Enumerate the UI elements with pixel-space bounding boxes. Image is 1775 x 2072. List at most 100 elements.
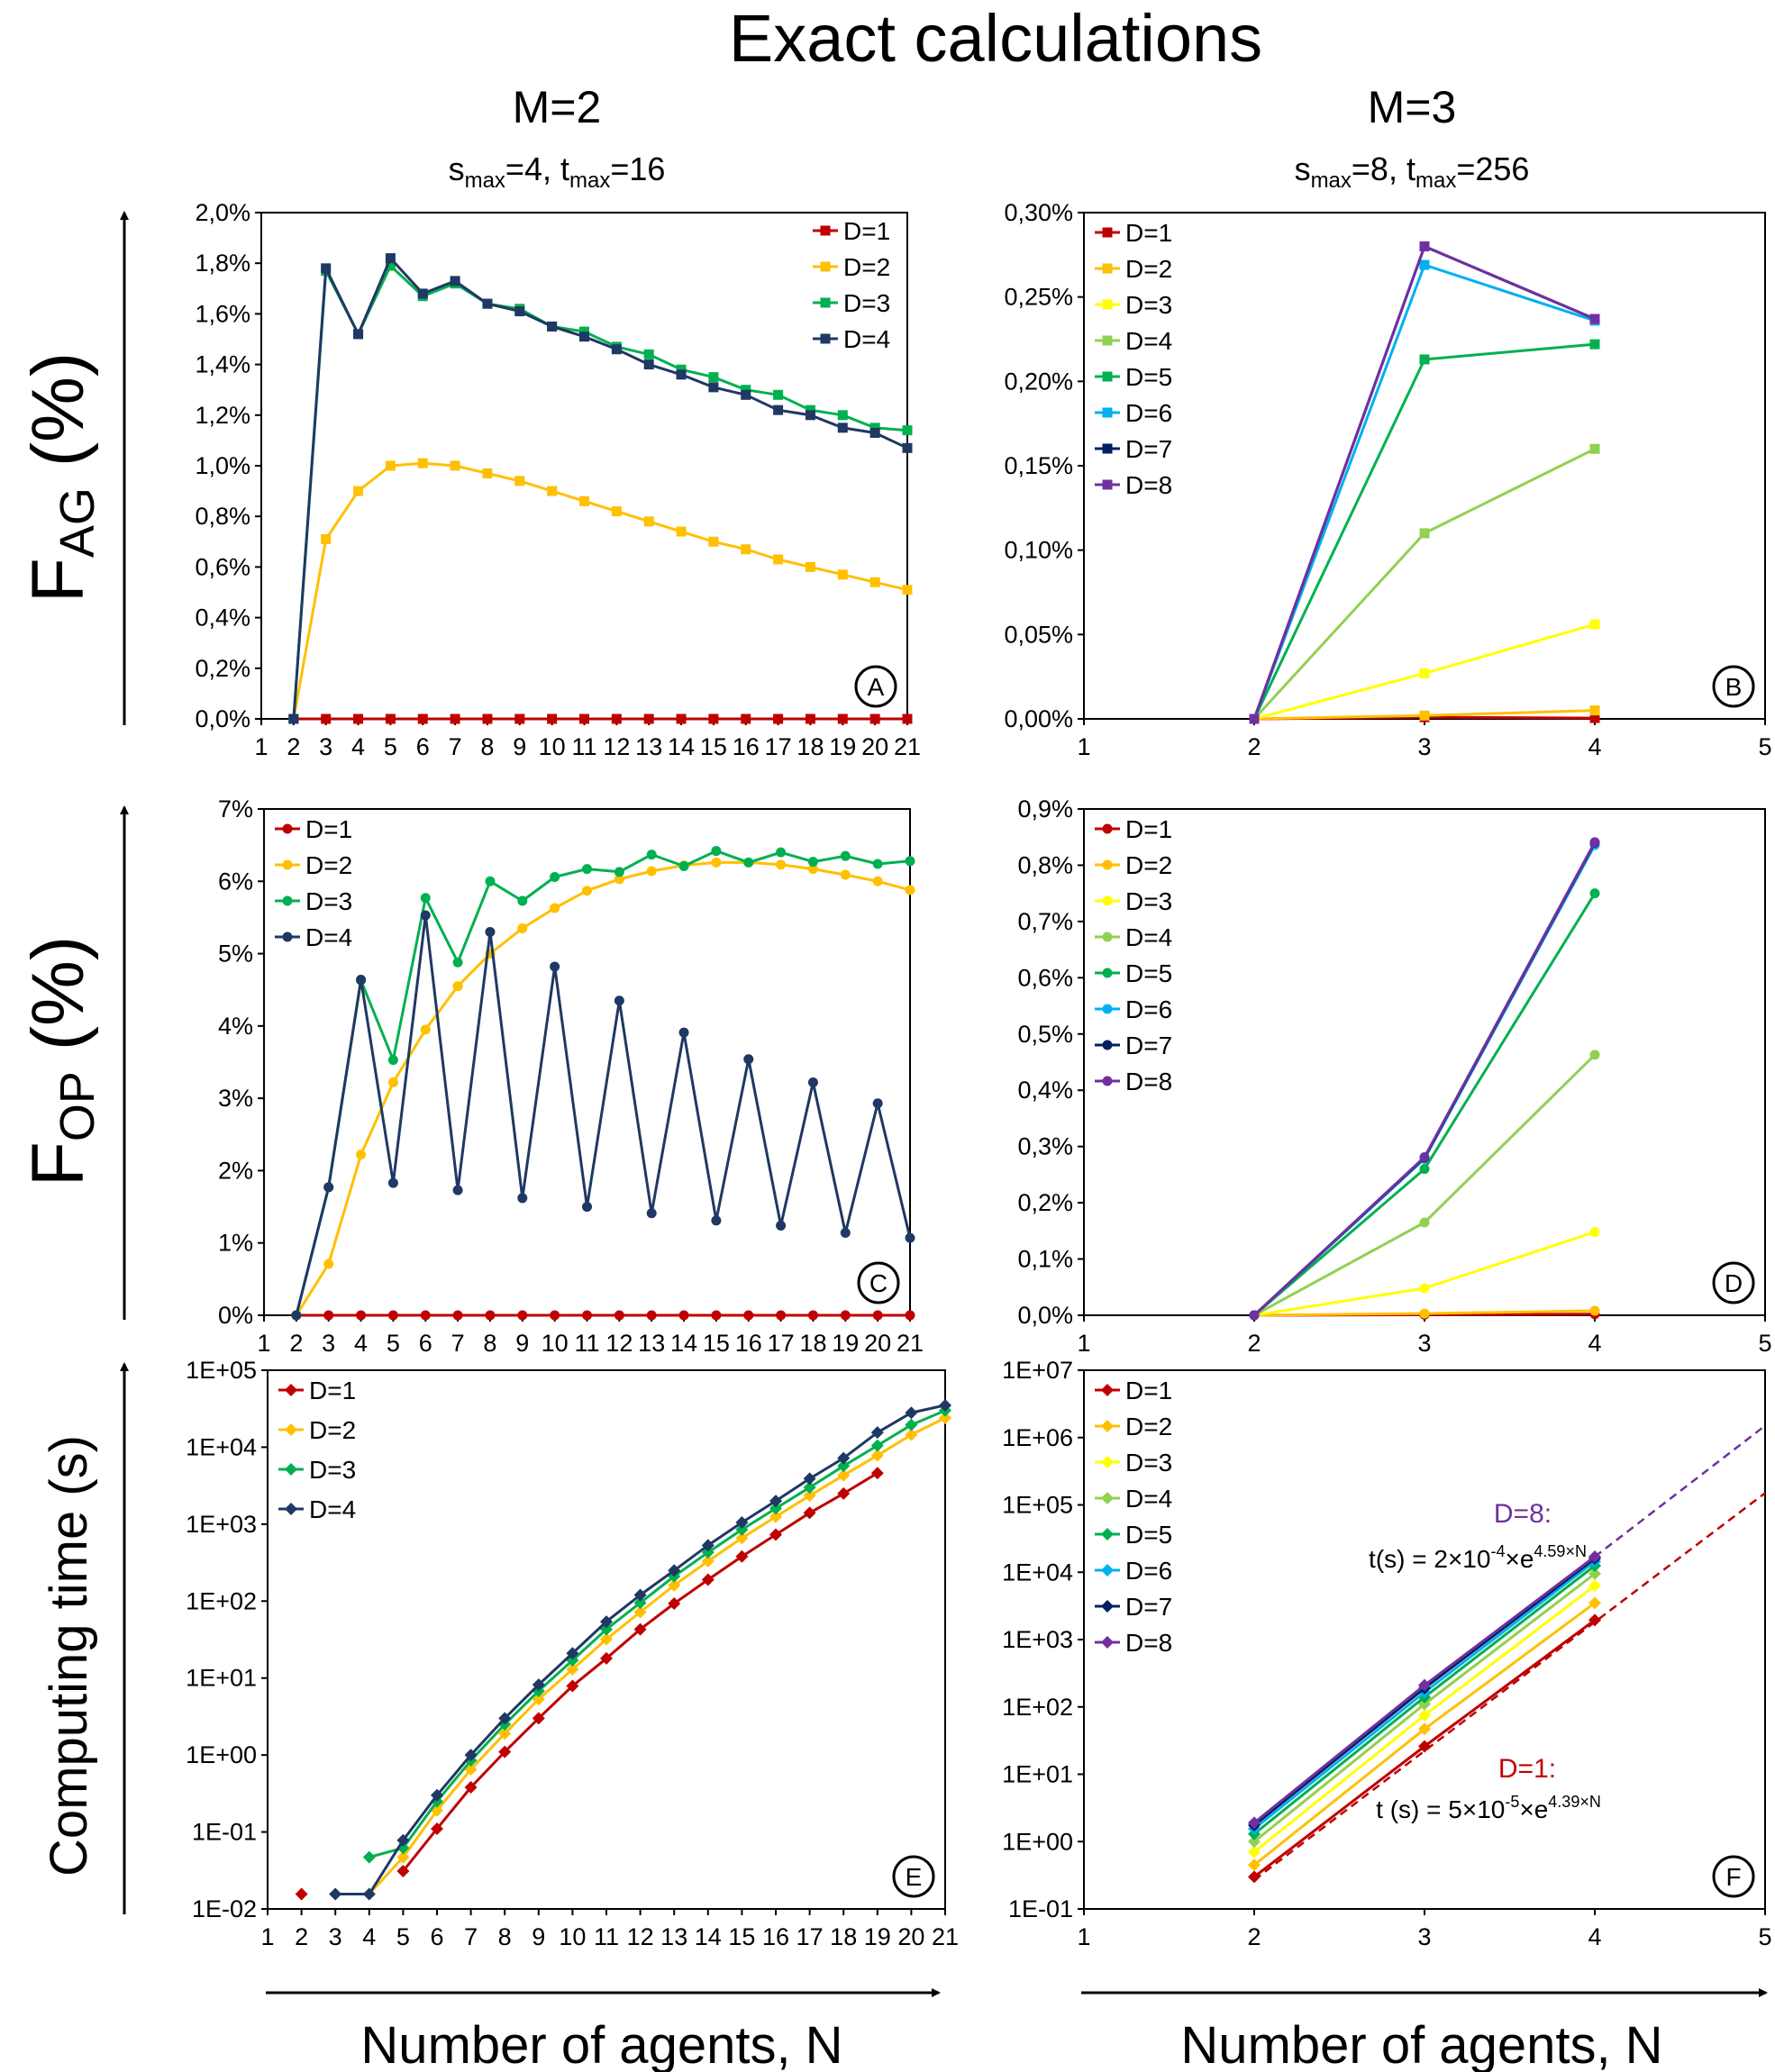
series-D1 bbox=[295, 1467, 884, 1901]
data-point bbox=[1419, 1152, 1430, 1163]
data-point bbox=[600, 1632, 613, 1646]
data-point bbox=[807, 1077, 818, 1087]
legend-swatch-marker bbox=[1101, 1456, 1114, 1468]
data-point bbox=[741, 713, 751, 724]
x-tick-label: 6 bbox=[430, 1923, 443, 1950]
legend-swatch-marker bbox=[1101, 1600, 1114, 1613]
series-D2 bbox=[1248, 1596, 1601, 1872]
legend-swatch-marker bbox=[1102, 968, 1113, 978]
series-D6 bbox=[1249, 259, 1600, 724]
data-point bbox=[417, 288, 428, 299]
data-point bbox=[417, 713, 428, 724]
data-point bbox=[485, 1310, 496, 1321]
legend-label: D=1 bbox=[843, 217, 890, 245]
data-point bbox=[579, 332, 589, 342]
series-D1 bbox=[291, 1310, 915, 1321]
data-point bbox=[773, 404, 784, 415]
data-point bbox=[769, 1502, 782, 1515]
legend-swatch-marker bbox=[1102, 227, 1113, 238]
legend: D=1 D=2 D=3 D=4 D=5 D=6 D=7 D=8 bbox=[1095, 1377, 1172, 1657]
panel-letter: D bbox=[1725, 1269, 1743, 1297]
data-point bbox=[532, 1693, 545, 1706]
data-point bbox=[773, 713, 784, 724]
panel-badge bbox=[892, 1855, 935, 1898]
panel-letter: A bbox=[868, 673, 885, 701]
x-tick-label: 13 bbox=[660, 1923, 687, 1950]
data-point bbox=[566, 1647, 579, 1660]
data-point bbox=[643, 516, 654, 527]
data-point bbox=[711, 1215, 722, 1226]
x-tick-label: 19 bbox=[864, 1923, 891, 1950]
legend-label: D=4 bbox=[1125, 327, 1172, 355]
data-point bbox=[902, 585, 913, 595]
data-point bbox=[611, 713, 622, 724]
data-point bbox=[735, 1522, 749, 1536]
smax-value: =8, bbox=[1352, 150, 1406, 187]
equation-part: -5 bbox=[1505, 1793, 1519, 1811]
data-point bbox=[514, 713, 525, 724]
data-point bbox=[905, 1406, 918, 1420]
data-point bbox=[870, 1426, 884, 1440]
data-point bbox=[776, 847, 787, 858]
data-point bbox=[295, 1887, 308, 1901]
legend-label: D=1 bbox=[1125, 1377, 1172, 1404]
equation-part: -4 bbox=[1490, 1542, 1505, 1560]
data-point bbox=[773, 554, 784, 565]
data-point bbox=[582, 1202, 592, 1213]
plot-frame bbox=[1083, 1369, 1766, 1910]
data-point bbox=[1248, 1870, 1261, 1884]
x-tick-label: 21 bbox=[897, 1330, 924, 1357]
data-point bbox=[485, 926, 496, 937]
data-point bbox=[1419, 528, 1430, 539]
data-point bbox=[321, 713, 332, 724]
data-point bbox=[735, 1516, 749, 1530]
y-tick-label: 0,6% bbox=[1017, 964, 1073, 991]
x-tick-label: 4 bbox=[1588, 733, 1601, 760]
series-line bbox=[1252, 844, 1597, 1317]
y-tick-label: 5% bbox=[218, 941, 253, 968]
legend-swatch-marker bbox=[1102, 1040, 1113, 1050]
data-point bbox=[353, 486, 364, 496]
x-tick-label: 15 bbox=[728, 1923, 755, 1950]
x-tick-label: 4 bbox=[1588, 1923, 1601, 1950]
data-point bbox=[1248, 1816, 1261, 1830]
y-tick-label: 0,7% bbox=[1017, 908, 1073, 935]
legend-swatch-marker bbox=[1102, 443, 1113, 454]
y-tick-label: 0,9% bbox=[1017, 795, 1073, 822]
legend-swatch-marker bbox=[282, 823, 293, 834]
series-line bbox=[292, 264, 908, 720]
data-point bbox=[450, 460, 460, 471]
x-tick-label: 10 bbox=[539, 733, 566, 760]
panel-letter: B bbox=[1725, 673, 1743, 701]
panel-badge bbox=[854, 665, 897, 708]
data-point bbox=[321, 533, 332, 544]
column-heading-m3: M=3 bbox=[1368, 82, 1457, 132]
data-point bbox=[431, 1822, 443, 1836]
tmax-subscript: max bbox=[1415, 168, 1456, 193]
panel-letter: E bbox=[906, 1863, 923, 1891]
y-tick-label: 1E-01 bbox=[1008, 1895, 1073, 1922]
panel-badge bbox=[1712, 665, 1755, 708]
data-point bbox=[643, 713, 654, 724]
legend-swatch-marker bbox=[1102, 895, 1113, 906]
data-point bbox=[837, 569, 848, 580]
data-point bbox=[547, 713, 558, 724]
column-subheading-m2: smax=4, tmax=16 bbox=[449, 150, 666, 193]
legend-label: D=4 bbox=[843, 325, 890, 353]
y-tick-label: 2,0% bbox=[195, 199, 250, 226]
chart-C: 0%1%2%3%4%5%6%7%1 2 3 4 5 6 7 8 9 10 11 12 13 14 15 16 1… bbox=[218, 795, 924, 1357]
data-point bbox=[420, 910, 431, 921]
legend-swatch-marker bbox=[820, 297, 831, 308]
data-point bbox=[353, 329, 364, 340]
series-line bbox=[1252, 841, 1597, 1317]
legend-swatch-marker bbox=[1101, 1636, 1114, 1649]
smax-symbol: s bbox=[449, 150, 465, 187]
legend-swatch-marker bbox=[1102, 931, 1113, 942]
data-point bbox=[482, 298, 493, 309]
data-point bbox=[1249, 1310, 1260, 1321]
data-point bbox=[1589, 705, 1600, 716]
data-point bbox=[902, 713, 913, 724]
y-tick-label: 0,15% bbox=[1004, 452, 1073, 479]
x-tick-label: 18 bbox=[830, 1923, 857, 1950]
x-tick-label: 19 bbox=[832, 1330, 859, 1357]
